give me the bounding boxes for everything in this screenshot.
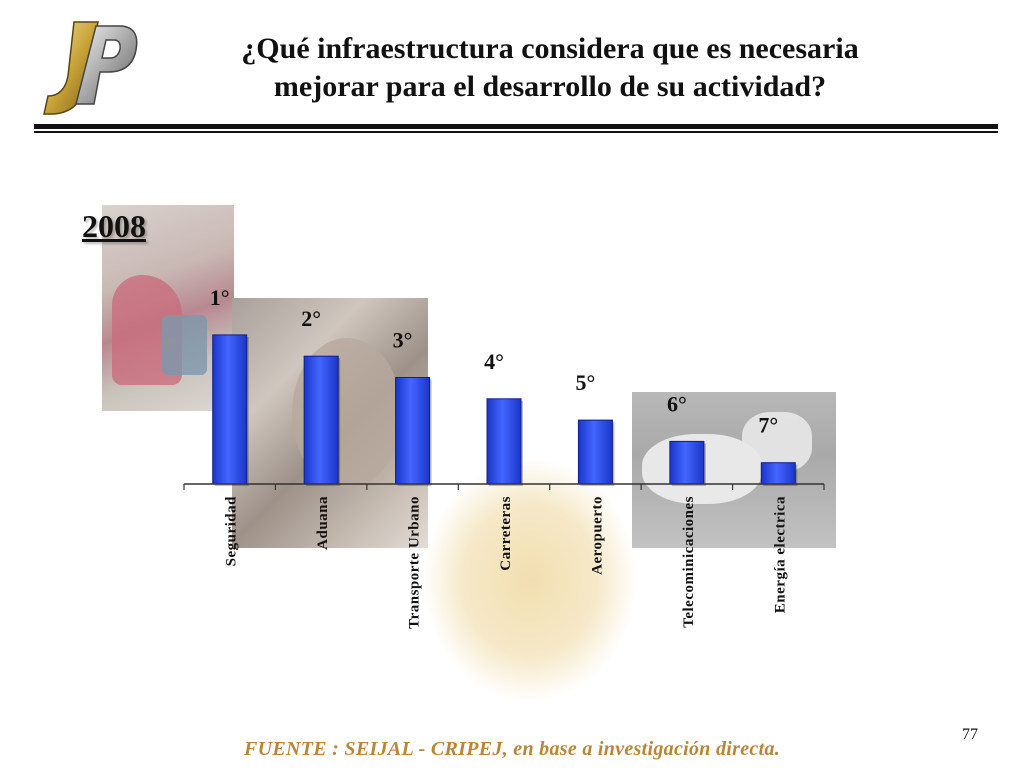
rank-label: 7°	[758, 413, 778, 438]
category-label: Transporte Urbano	[407, 496, 423, 629]
page-number: 77	[962, 726, 978, 743]
bar-5	[577, 419, 613, 485]
title-line-2: mejorar para el desarrollo de su activid…	[273, 70, 827, 103]
rank-label: 5°	[576, 370, 596, 395]
bar-6	[669, 440, 705, 485]
bar-4	[486, 398, 522, 485]
background-photo-abstract	[632, 392, 836, 548]
rank-label: 1°	[210, 285, 230, 310]
source-note: FUENTE : SEIJAL - CRIPEJ, en base a inve…	[243, 738, 781, 760]
jp-logo	[43, 21, 138, 115]
rank-label: 6°	[667, 391, 687, 416]
rank-label: 4°	[484, 349, 504, 374]
category-label: Carreteras	[498, 496, 514, 571]
page-title: ¿Qué infraestructura considera que es ne…	[150, 30, 950, 106]
category-label: Seguridad	[224, 496, 240, 567]
rank-label: 3°	[393, 328, 413, 353]
year-label: 2008	[82, 208, 146, 244]
rank-label: 2°	[301, 306, 321, 331]
bar-7	[760, 462, 796, 485]
category-label: Aduana	[315, 496, 331, 550]
background-photo-corn	[425, 460, 635, 700]
bar-3	[395, 377, 431, 485]
title-rule-thin	[34, 131, 998, 133]
bar-1	[212, 334, 248, 485]
category-label: Telecominicaciones	[681, 496, 697, 628]
bar-2	[303, 355, 339, 485]
category-label: Energía electrica	[772, 496, 788, 613]
title-line-1: ¿Qué infraestructura considera que es ne…	[241, 32, 859, 65]
background-photo-woman	[102, 205, 234, 411]
category-label: Aeropuerto	[589, 496, 605, 575]
title-rule-thick	[34, 124, 998, 129]
